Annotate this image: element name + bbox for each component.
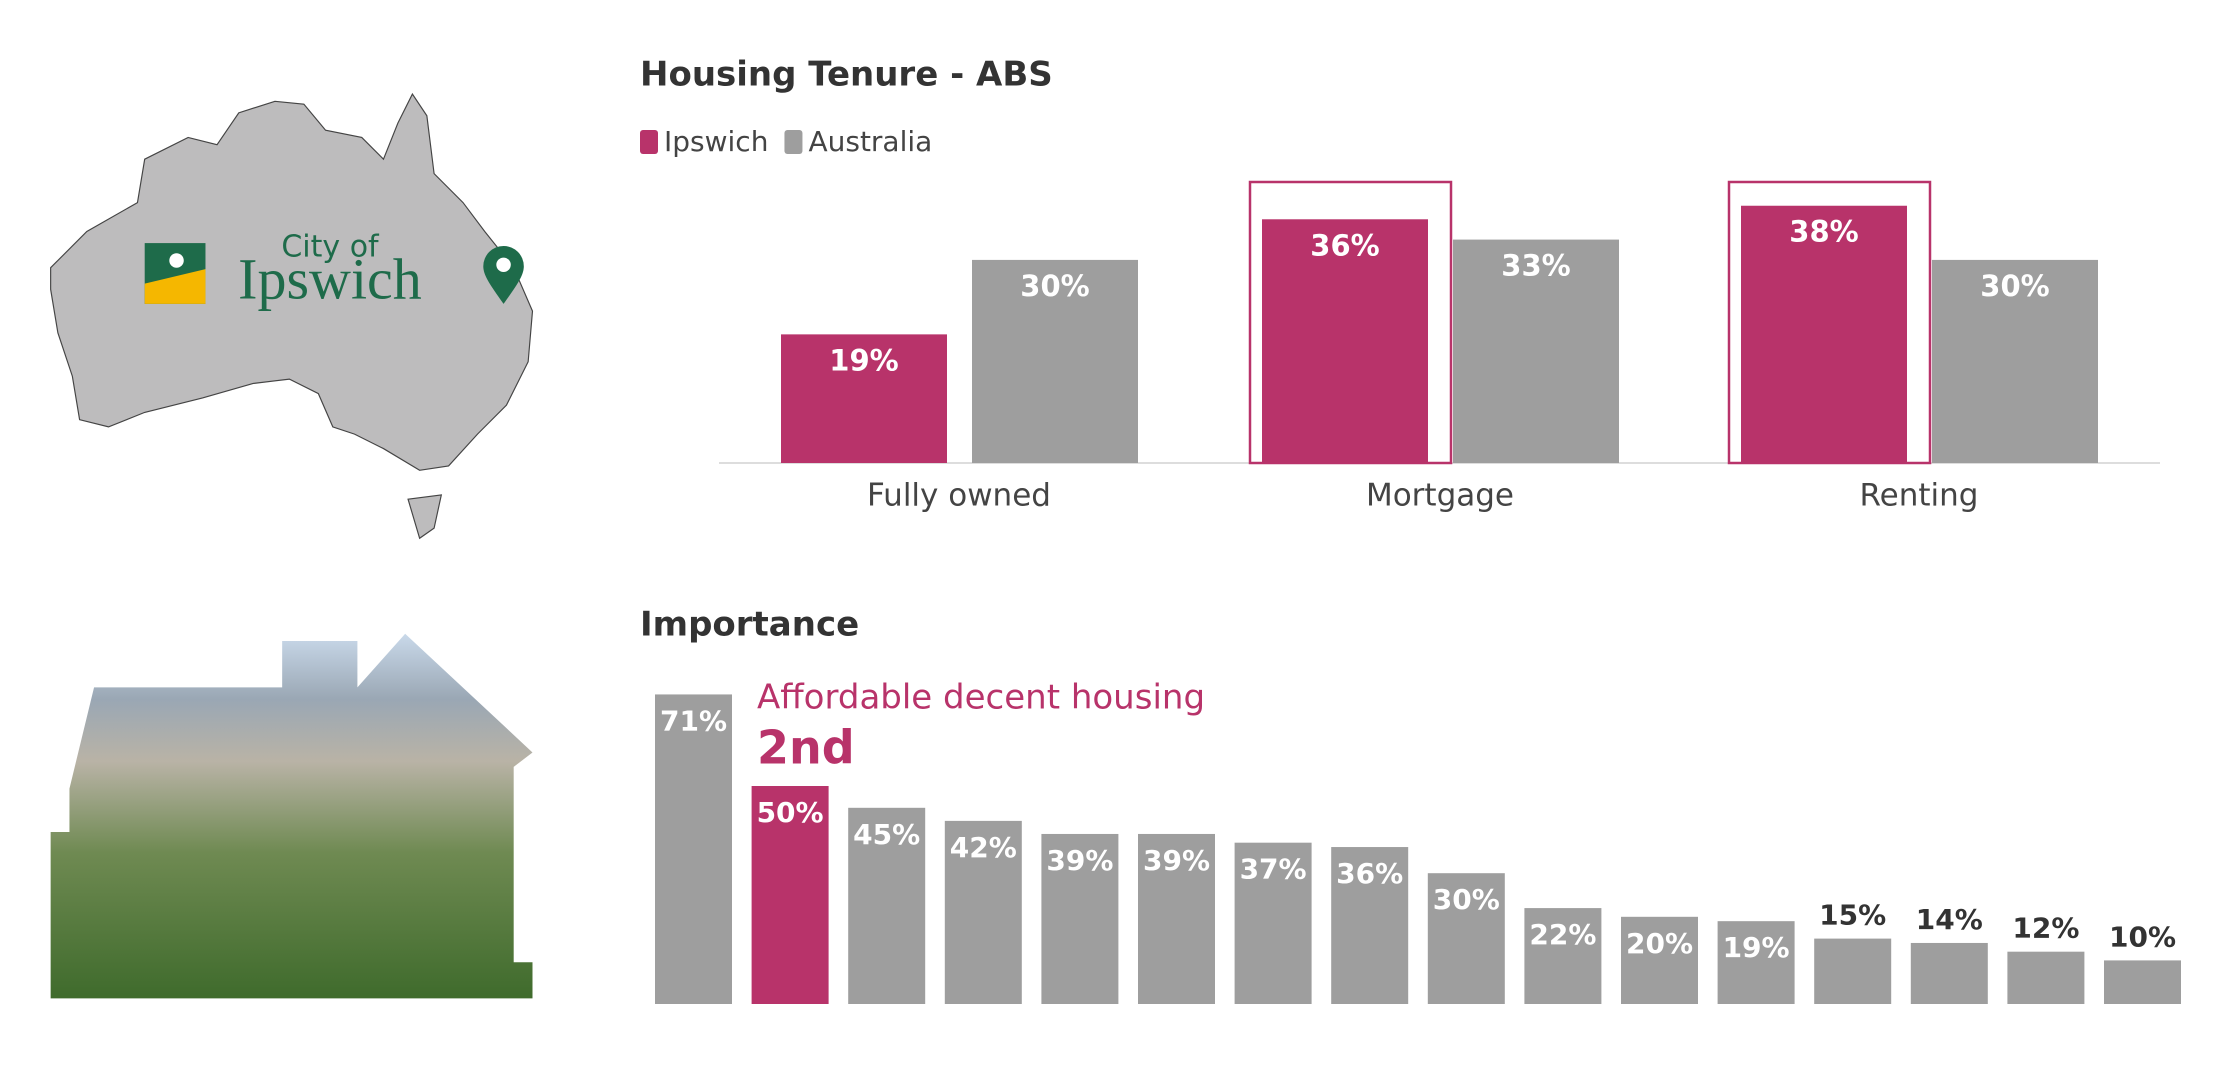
value-label: 33% bbox=[1501, 249, 1570, 283]
value-label: 30% bbox=[1433, 883, 1500, 916]
bar bbox=[1932, 259, 2098, 463]
bar bbox=[1138, 833, 1215, 1004]
bar bbox=[1524, 908, 1602, 1004]
value-label: 37% bbox=[1240, 853, 1307, 886]
house-photo bbox=[50, 633, 533, 999]
legend-swatch bbox=[784, 130, 803, 154]
value-label: 42% bbox=[950, 831, 1017, 864]
value-label: 20% bbox=[1626, 927, 1693, 960]
bar bbox=[1331, 847, 1409, 1004]
logo-line1: City of bbox=[281, 230, 380, 265]
bar bbox=[2104, 960, 2181, 1004]
bar bbox=[1234, 842, 1312, 1004]
bar bbox=[972, 259, 1138, 463]
value-label: 36% bbox=[1336, 857, 1403, 890]
x-tick-label: Mortgage bbox=[1366, 478, 1514, 514]
bar bbox=[1910, 942, 1988, 1004]
chart-title: Housing Tenure - ABS bbox=[640, 55, 1053, 95]
bar bbox=[781, 334, 947, 463]
value-label: 19% bbox=[829, 343, 898, 377]
value-label: 50% bbox=[757, 796, 824, 829]
bar bbox=[655, 694, 732, 1004]
value-label: 38% bbox=[1789, 215, 1858, 249]
bar bbox=[1717, 921, 1795, 1004]
legend-label: Australia bbox=[808, 125, 932, 158]
legend-swatch bbox=[640, 130, 658, 154]
value-label: 30% bbox=[1020, 269, 1089, 303]
bar bbox=[944, 820, 1022, 1004]
value-label: 45% bbox=[853, 818, 920, 851]
bar bbox=[1621, 916, 1698, 1004]
logo-line2: Ipswich bbox=[238, 246, 422, 311]
bar bbox=[848, 807, 926, 1004]
value-label: 19% bbox=[1723, 931, 1790, 964]
value-label: 12% bbox=[2012, 912, 2079, 945]
value-label: 30% bbox=[1980, 269, 2049, 303]
australia-map bbox=[50, 92, 534, 999]
bar bbox=[2007, 951, 2085, 1004]
chart-title: Importance bbox=[640, 605, 859, 645]
value-label: 39% bbox=[1046, 844, 1113, 877]
bar bbox=[1741, 205, 1907, 464]
bar bbox=[1453, 239, 1619, 463]
x-tick-label: Renting bbox=[1860, 478, 1979, 514]
bar bbox=[751, 786, 829, 1004]
value-label: 10% bbox=[2109, 920, 2176, 953]
bar bbox=[1427, 873, 1505, 1004]
value-label: 36% bbox=[1310, 228, 1379, 262]
value-label: 22% bbox=[1529, 918, 1596, 951]
legend-label: Ipswich bbox=[664, 125, 768, 158]
value-label: 71% bbox=[660, 704, 727, 737]
value-label: 39% bbox=[1143, 844, 1210, 877]
annotation-rank: 2nd bbox=[757, 721, 855, 775]
value-label: 15% bbox=[1819, 899, 1886, 932]
bar bbox=[1041, 833, 1119, 1004]
bar bbox=[1262, 219, 1428, 463]
annotation: Affordable decent housing bbox=[757, 678, 1205, 718]
bar bbox=[1814, 938, 1892, 1004]
value-label: 14% bbox=[1916, 903, 1983, 936]
x-tick-label: Fully owned bbox=[867, 478, 1051, 514]
